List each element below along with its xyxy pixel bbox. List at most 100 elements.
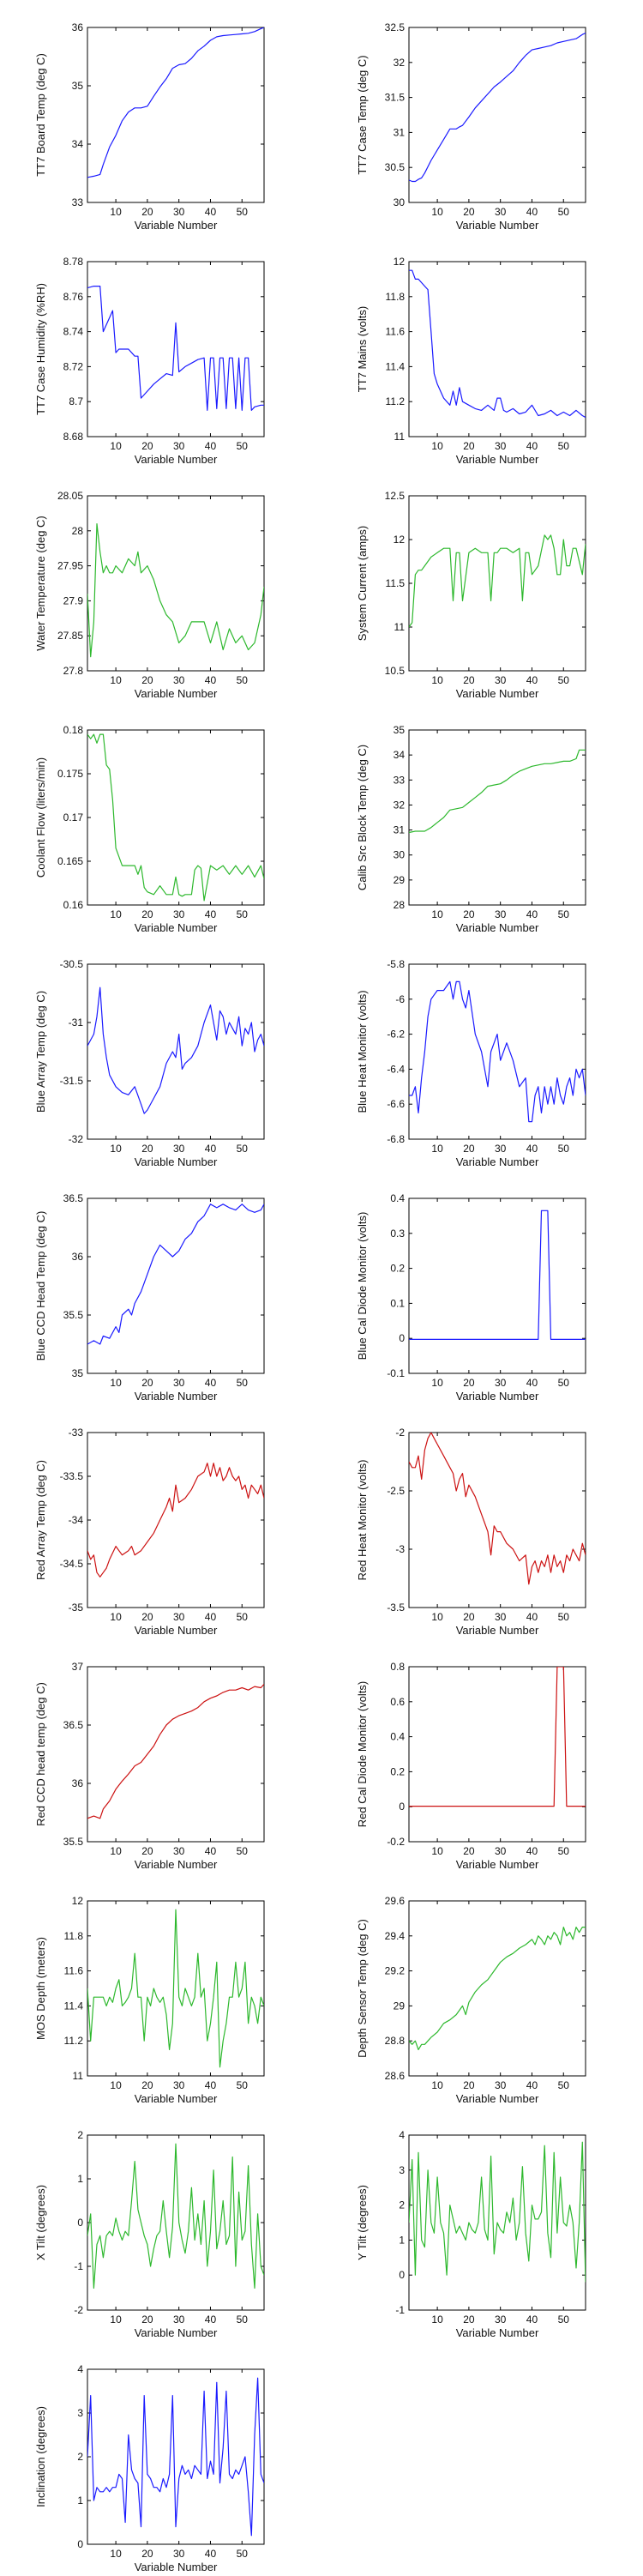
series-line xyxy=(409,749,586,834)
x-tick-label: 20 xyxy=(141,2548,153,2560)
y-tick-label: -1 xyxy=(395,2304,405,2316)
y-tick-label: 0 xyxy=(399,1332,405,1344)
x-tick-label: 10 xyxy=(431,1377,443,1389)
series-line xyxy=(409,534,586,628)
plot-frame xyxy=(408,1432,586,1608)
y-tick-label: 32 xyxy=(394,799,406,811)
y-tick-label: -2.5 xyxy=(387,1485,405,1497)
y-tick-label: 0.175 xyxy=(57,768,83,780)
series-line xyxy=(409,269,586,419)
x-tick-label: 50 xyxy=(558,674,570,686)
x-tick-label: 30 xyxy=(173,440,185,452)
chart-svg: 10 20 30 40 50 11 11.2 11.4 11.6 11.8 12 Variable N… xyxy=(356,256,586,466)
series-line xyxy=(87,1204,264,1345)
x-axis-label: Variable Number xyxy=(135,2092,218,2105)
x-tick-label: 20 xyxy=(463,2079,475,2091)
y-axis-label: TT7 Mains (volts) xyxy=(356,306,369,392)
y-tick-label: 0 xyxy=(399,1801,405,1813)
plot-frame xyxy=(87,495,265,672)
y-tick-label: 11.8 xyxy=(386,291,406,303)
x-tick-label: 10 xyxy=(431,674,443,686)
x-tick-label: 20 xyxy=(463,1845,475,1857)
x-tick-label: 30 xyxy=(495,908,507,920)
x-tick-label: 20 xyxy=(463,206,475,218)
x-axis-label: Variable Number xyxy=(135,687,218,700)
x-tick-label: 50 xyxy=(237,1845,249,1857)
plot-frame xyxy=(87,261,265,437)
y-tick-label: 11.2 xyxy=(386,395,406,407)
y-tick-label: 12 xyxy=(394,256,406,268)
x-tick-label: 20 xyxy=(141,1377,153,1389)
chart-svg: 10 20 30 40 50 11 11.2 11.4 11.6 11.8 12 Variable N… xyxy=(34,1895,265,2105)
y-tick-label: 36.5 xyxy=(63,1192,84,1204)
x-tick-label: 10 xyxy=(431,2314,443,2326)
x-tick-label: 30 xyxy=(495,674,507,686)
chart-panel: 10 20 30 40 50 28 29 30 31 32 33 34 35 Variable Numbe… xyxy=(322,713,643,937)
chart-panel: 10 20 30 40 50 -0.1 0 0.1 0.2 0.3 0.4 Variable Numb… xyxy=(322,1181,643,1405)
y-tick-label: 35.5 xyxy=(63,1309,84,1321)
y-tick-label: 27.8 xyxy=(63,665,84,677)
x-tick-label: 40 xyxy=(205,674,217,686)
x-tick-label: 40 xyxy=(205,1143,217,1155)
y-tick-label: 12 xyxy=(72,1895,84,1907)
x-tick-label: 10 xyxy=(431,2079,443,2091)
x-tick-label: 20 xyxy=(141,674,153,686)
x-axis-label: Variable Number xyxy=(456,219,539,232)
x-tick-label: 30 xyxy=(495,1845,507,1857)
y-tick-label: 0.18 xyxy=(63,724,84,736)
x-tick-label: 10 xyxy=(431,206,443,218)
x-tick-label: 20 xyxy=(463,1143,475,1155)
y-tick-label: 28.6 xyxy=(385,2070,406,2082)
x-tick-label: 10 xyxy=(110,1845,122,1857)
y-tick-label: 12 xyxy=(394,534,406,546)
y-tick-label: 35.5 xyxy=(63,1836,84,1848)
y-tick-label: 1 xyxy=(77,2495,83,2507)
y-tick-label: 11.5 xyxy=(386,577,406,589)
x-tick-label: 40 xyxy=(205,908,217,920)
y-tick-label: 8.78 xyxy=(63,256,84,268)
chart-svg: 10 20 30 40 50 -0.1 0 0.1 0.2 0.3 0.4 Variable Numb… xyxy=(356,1192,586,1403)
x-tick-label: 20 xyxy=(141,2314,153,2326)
x-tick-label: 20 xyxy=(463,908,475,920)
x-tick-label: 10 xyxy=(431,1143,443,1155)
x-tick-label: 50 xyxy=(237,1611,249,1623)
y-tick-label: -5.8 xyxy=(387,958,405,970)
y-tick-label: 1 xyxy=(399,2234,405,2246)
chart-svg: 10 20 30 40 50 -2 -1 0 1 2 Variable Number X Tilt (… xyxy=(34,2129,265,2339)
y-tick-label: 11.2 xyxy=(64,2035,84,2047)
y-axis-label: Inclination (degrees) xyxy=(34,2406,47,2507)
x-axis-label: Variable Number xyxy=(456,1155,539,1168)
x-tick-label: 30 xyxy=(173,908,185,920)
y-tick-label: 11.4 xyxy=(386,360,406,372)
y-axis-label: TT7 Board Temp (deg C) xyxy=(34,53,47,177)
y-axis-label: Depth Sensor Temp (deg C) xyxy=(356,1919,369,2058)
x-tick-label: 20 xyxy=(463,1377,475,1389)
x-tick-label: 20 xyxy=(141,1845,153,1857)
y-tick-label: -6.4 xyxy=(387,1063,405,1075)
y-tick-label: -32 xyxy=(69,1133,84,1145)
chart-panel: 10 20 30 40 50 35 35.5 36 36.5 Variable Number Blu… xyxy=(0,1181,322,1405)
y-tick-label: 27.9 xyxy=(63,594,84,606)
x-axis-label: Variable Number xyxy=(456,1858,539,1871)
chart-svg: 10 20 30 40 50 28.6 28.8 29 29.2 29.4 29.6 Variable… xyxy=(356,1895,586,2105)
x-tick-label: 20 xyxy=(141,2079,153,2091)
x-tick-label: 40 xyxy=(526,1611,538,1623)
x-tick-label: 50 xyxy=(558,908,570,920)
y-tick-label: 27.95 xyxy=(57,560,83,572)
y-tick-label: 27.85 xyxy=(57,630,83,642)
x-tick-label: 30 xyxy=(173,2314,185,2326)
x-tick-label: 50 xyxy=(558,206,570,218)
x-tick-label: 30 xyxy=(495,206,507,218)
chart-panel: 10 20 30 40 50 30 30.5 31 31.5 32 32.5 Variable Num… xyxy=(322,10,643,234)
chart-svg: 10 20 30 40 50 35.5 36 36.5 37 Variable Number Red… xyxy=(34,1661,265,1871)
x-tick-label: 10 xyxy=(110,2548,122,2560)
y-tick-label: -3.5 xyxy=(387,1602,405,1614)
chart-panel: 10 20 30 40 50 -6.8 -6.6 -6.4 -6.2 -6 -5.8 Variable… xyxy=(322,947,643,1171)
y-tick-label: 33 xyxy=(72,196,84,208)
y-tick-label: 8.72 xyxy=(63,360,84,372)
y-tick-label: 11.6 xyxy=(64,1965,84,1977)
y-tick-label: -30.5 xyxy=(60,958,84,970)
x-tick-label: 40 xyxy=(205,1377,217,1389)
x-tick-label: 50 xyxy=(558,440,570,452)
y-tick-label: 3 xyxy=(77,2407,83,2419)
